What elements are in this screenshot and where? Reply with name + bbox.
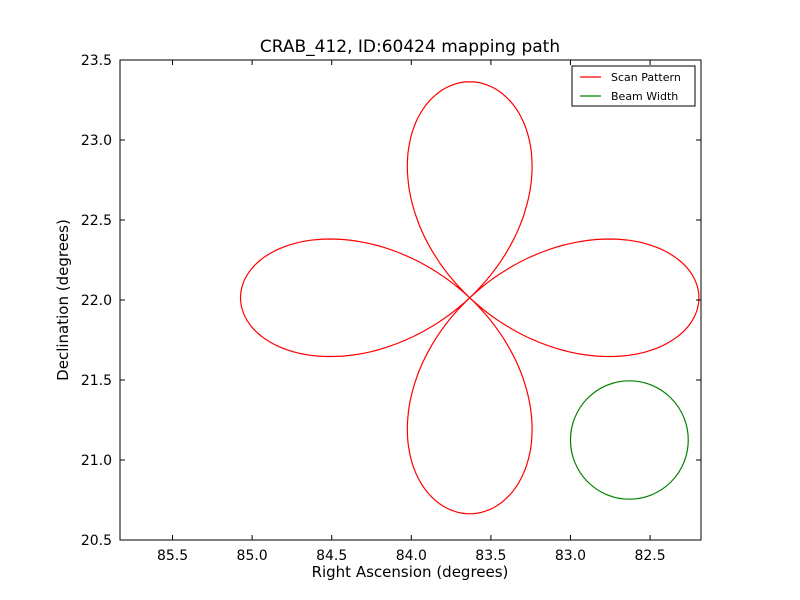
x-axis-label: Right Ascension (degrees) bbox=[312, 563, 509, 581]
x-tick-label: 84.5 bbox=[316, 548, 347, 564]
legend-box bbox=[571, 65, 696, 107]
x-tick-label: 82.5 bbox=[634, 548, 665, 564]
plot-frame bbox=[119, 59, 702, 541]
y-tick-label: 23.0 bbox=[81, 133, 112, 149]
legend-label-beam-width: Beam Width bbox=[611, 90, 678, 103]
legend: Scan Pattern Beam Width bbox=[571, 65, 696, 107]
series-beam-width bbox=[569, 380, 689, 500]
x-tick-label: 83.5 bbox=[475, 548, 506, 564]
y-tick-label: 22.0 bbox=[81, 293, 112, 309]
legend-label-scan-pattern: Scan Pattern bbox=[611, 71, 681, 84]
x-tick-label: 84.0 bbox=[396, 548, 427, 564]
y-tick-label: 21.5 bbox=[81, 373, 112, 389]
y-tick-label: 21.0 bbox=[81, 453, 112, 469]
y-axis-label: Declination (degrees) bbox=[54, 219, 72, 381]
x-tick-label: 85.5 bbox=[157, 548, 188, 564]
x-tick-label: 83.0 bbox=[555, 548, 586, 564]
chart-title: CRAB_412, ID:60424 mapping path bbox=[260, 37, 560, 57]
y-tick-label: 23.5 bbox=[81, 53, 112, 69]
x-tick-label: 85.0 bbox=[237, 548, 268, 564]
series-scan-pattern bbox=[239, 81, 700, 515]
y-tick-label: 20.5 bbox=[81, 533, 112, 549]
y-tick-label: 22.5 bbox=[81, 213, 112, 229]
